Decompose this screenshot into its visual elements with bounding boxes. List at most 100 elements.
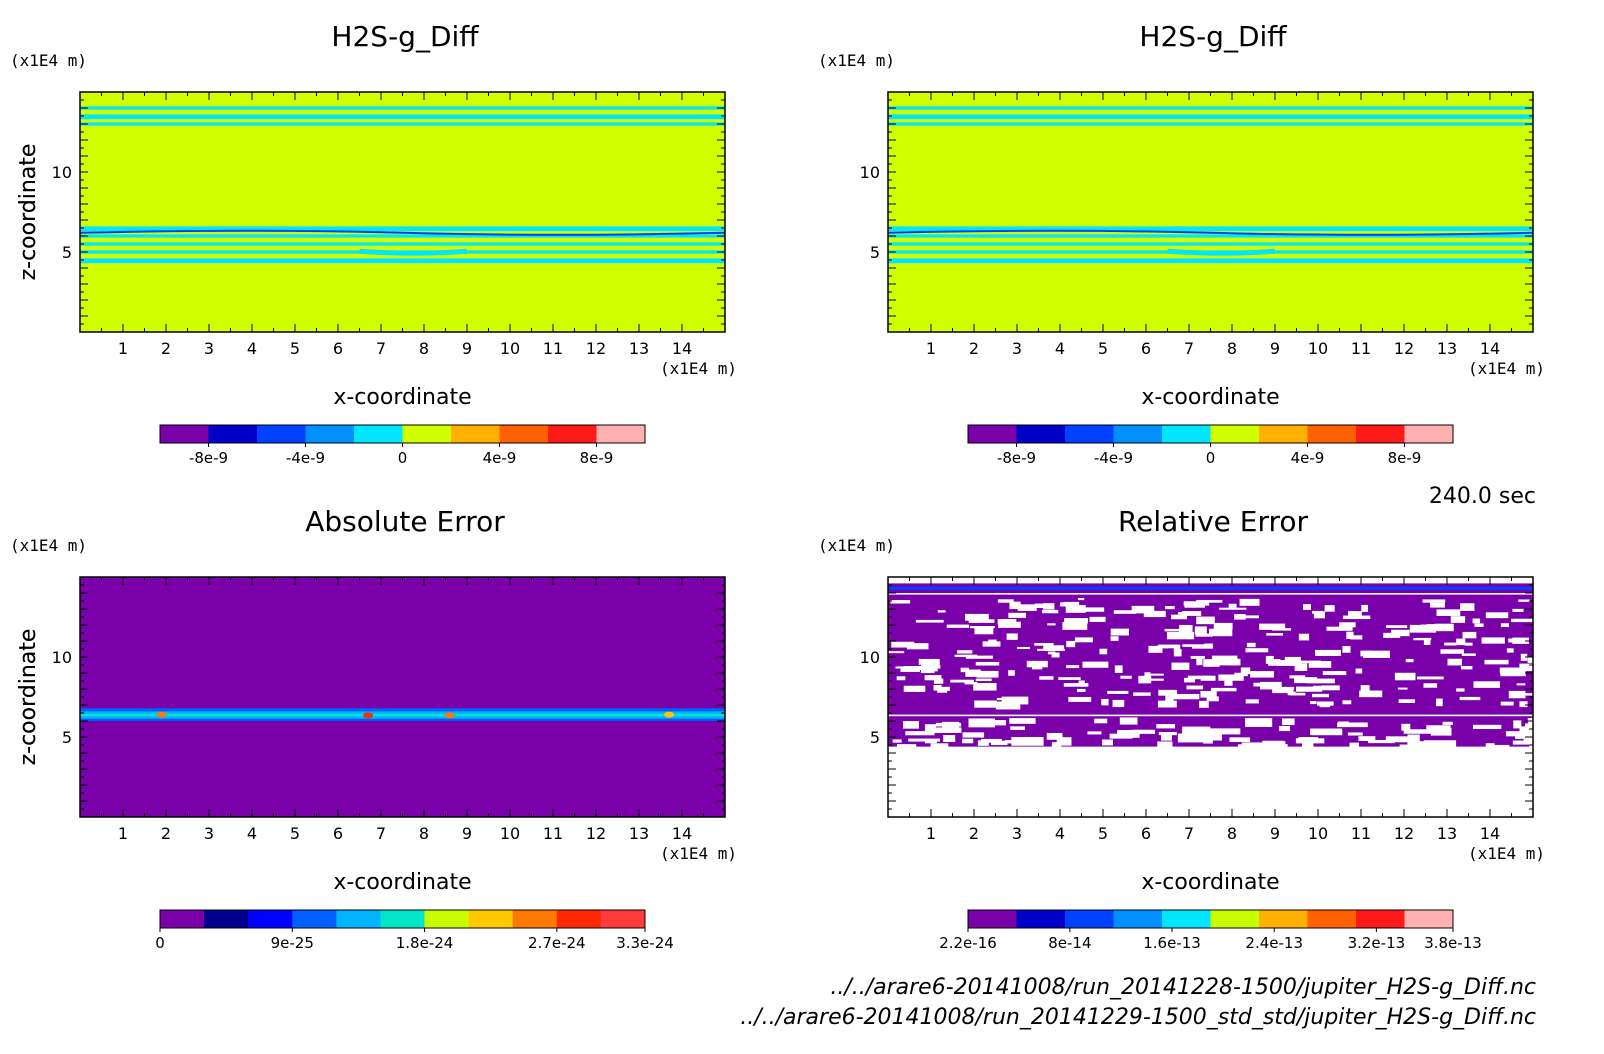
colorbar-swatch: [1404, 910, 1454, 928]
colorbar-swatch: [1404, 425, 1454, 443]
x-tick-label: 5: [290, 339, 300, 358]
y-tick-label: 10: [52, 163, 72, 182]
colorbar-swatch: [257, 425, 306, 443]
x-tick-label: 12: [586, 824, 606, 843]
speckle: [1407, 734, 1420, 744]
speckle: [1460, 603, 1475, 611]
speckle: [982, 641, 1001, 647]
x-tick-label: 13: [1437, 824, 1457, 843]
speckle: [1183, 601, 1210, 606]
colorbar-swatch: [402, 425, 452, 443]
speckle: [1207, 728, 1241, 735]
colorbar-swatch: [468, 910, 514, 928]
x-tick-label: 8: [1227, 824, 1237, 843]
speckle: [1010, 726, 1025, 730]
speckle: [1034, 642, 1054, 646]
speckle: [1206, 696, 1219, 702]
speckle: [1349, 742, 1360, 751]
contour-blob: [359, 248, 468, 256]
speckle: [1063, 683, 1089, 687]
speckle: [1165, 694, 1174, 703]
speckle: [1064, 618, 1088, 624]
x-tick-label: 2: [161, 339, 171, 358]
speckle: [1224, 678, 1233, 686]
x-tick-label: 13: [629, 824, 649, 843]
speckle: [1436, 698, 1443, 707]
speckle: [988, 639, 997, 642]
speckle: [1287, 686, 1295, 691]
speckle: [943, 735, 956, 743]
x-tick-label: 8: [419, 339, 429, 358]
speckle: [1515, 735, 1525, 739]
hotspot-0: [156, 711, 167, 718]
speckle: [1084, 607, 1105, 612]
colorbar-swatch: [305, 425, 355, 443]
speckle: [1401, 629, 1410, 637]
x-tick-label: 7: [1184, 339, 1194, 358]
x-tick-label: 7: [1184, 824, 1194, 843]
speckle: [1192, 646, 1213, 649]
speckle: [1314, 649, 1341, 656]
speckle: [1394, 672, 1416, 681]
speckle: [1355, 668, 1363, 674]
colorbar-swatch: [208, 425, 258, 443]
speckle: [957, 650, 973, 654]
x-tick-label: 11: [543, 824, 563, 843]
x-tick-label: 7: [376, 824, 386, 843]
colorbar-swatch: [499, 425, 549, 443]
speckle: [1113, 610, 1137, 614]
speckle: [1422, 599, 1446, 603]
speckle: [1505, 731, 1533, 737]
x-tick-label: 1: [118, 339, 128, 358]
speckle: [1056, 737, 1072, 746]
speckle: [1259, 623, 1286, 630]
speckle: [1158, 732, 1177, 736]
x-tick-label: 9: [462, 824, 472, 843]
speckle: [1120, 675, 1132, 679]
colorbar-swatch: [1210, 910, 1260, 928]
x-axis-label: x-coordinate: [333, 870, 471, 895]
speckle: [1490, 744, 1510, 750]
speckle: [1315, 730, 1340, 735]
field-band-2: [80, 713, 725, 717]
speckle: [962, 732, 985, 738]
speckle: [1416, 676, 1444, 680]
speckle: [975, 661, 1000, 666]
file-path-2: ../../arare6-20141008/run_20141229-1500_…: [740, 1005, 1536, 1030]
speckle: [1272, 686, 1294, 694]
colorbar-tick-label: 4e-9: [1291, 449, 1325, 467]
x-unit-label: (x1E4 m): [660, 359, 737, 378]
speckle: [888, 651, 905, 654]
x-tick-label: 2: [969, 824, 979, 843]
field-band-2: [888, 122, 1533, 126]
speckle: [996, 697, 1005, 701]
colorbar-tick-label: -8e-9: [997, 449, 1036, 467]
speckle: [940, 686, 950, 691]
speckle: [1359, 690, 1383, 698]
x-tick-label: 9: [462, 339, 472, 358]
y-axis-label: z-coordinate: [16, 629, 41, 766]
speckle: [930, 743, 949, 750]
speckle: [1484, 659, 1509, 665]
speckle: [1165, 606, 1175, 610]
x-tick-label: 13: [629, 339, 649, 358]
speckle: [1342, 700, 1352, 705]
speckle: [1519, 663, 1533, 672]
colorbar-swatch: [556, 910, 602, 928]
panel-title: H2S-g_Diff: [1139, 20, 1287, 53]
colorbar-swatch: [600, 910, 646, 928]
colorbar-swatch: [380, 910, 426, 928]
colorbar-swatch: [548, 425, 597, 443]
speckle: [990, 740, 1008, 746]
x-tick-label: 8: [1227, 339, 1237, 358]
x-axis-label: x-coordinate: [1141, 870, 1279, 895]
speckle: [1046, 732, 1063, 740]
speckle: [1250, 671, 1274, 678]
colorbar-tick-label: 3.2e-13: [1348, 934, 1406, 952]
x-tick-label: 3: [1012, 339, 1022, 358]
speckle: [1143, 610, 1166, 618]
speckle: [1308, 661, 1332, 668]
colorbar-tick-label: 3.3e-24: [616, 934, 674, 952]
speckle: [1182, 726, 1211, 736]
